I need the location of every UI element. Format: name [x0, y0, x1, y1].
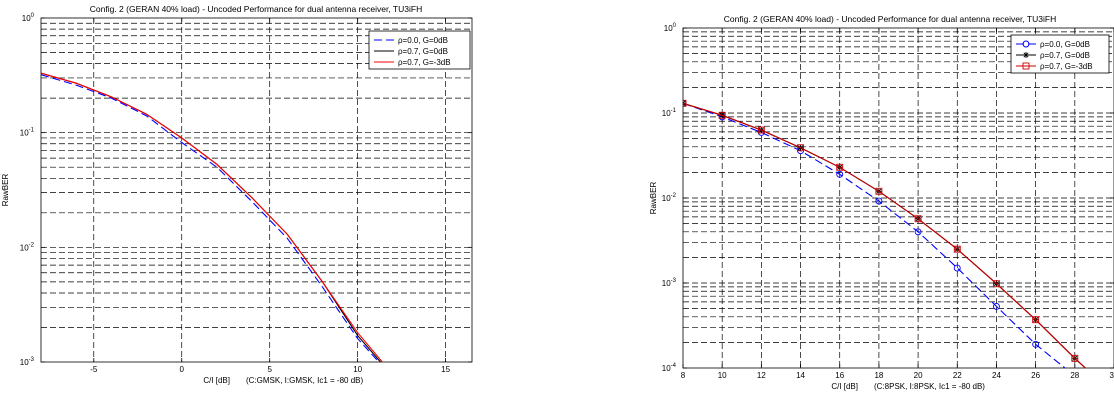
plot-area — [41, 18, 472, 362]
y-tick-label: 10-1 — [662, 108, 677, 118]
data-point — [875, 197, 883, 205]
series-line — [41, 74, 380, 362]
data-point — [718, 111, 726, 119]
legend-label: ρ=0.7, G=0dB — [398, 47, 448, 56]
series-1 — [41, 74, 380, 362]
chart-2: 8 10 12 14 16 18 20 22 24 26 28 30 10-4 10-3 10-2 10-1 1… — [649, 14, 1114, 391]
data-point — [757, 126, 765, 134]
x-tick-label: 15 — [441, 365, 450, 374]
data-point — [953, 264, 961, 272]
y-tick-label: 10-3 — [20, 357, 35, 367]
x-tick-label: 22 — [953, 371, 962, 380]
x-axis-note: (C:8PSK, I:8PSK, Ic1 = -80 dB) — [874, 382, 985, 391]
series-line — [683, 102, 1066, 368]
series-line — [683, 102, 1087, 368]
data-point — [914, 215, 922, 223]
x-tick-label: 18 — [874, 371, 883, 380]
chart-title: Config. 2 (GERAN 40% load) - Uncoded Per… — [90, 4, 422, 14]
data-point — [1071, 354, 1079, 362]
legend: ρ=0.0, G=0dB ρ=0.7, G=0dB ρ=0.7, G=-3dB — [368, 30, 471, 70]
grid — [41, 18, 472, 362]
y-tick-label: 100 — [664, 23, 677, 33]
series-3 — [41, 72, 383, 362]
series-group — [683, 99, 1087, 368]
data-point — [836, 170, 844, 178]
y-tick-label: 10-1 — [20, 128, 35, 138]
data-point — [797, 144, 804, 152]
x-tick-label: 24 — [992, 371, 1001, 380]
x-axis-label: C/I [dB] — [203, 376, 230, 385]
legend-label: ρ=0.7, G=0dB — [1040, 51, 1090, 60]
x-axis-label: C/I [dB] — [831, 382, 858, 391]
data-point — [1032, 316, 1040, 324]
legend-label: ρ=0.0, G=0dB — [1040, 40, 1090, 49]
x-tick-label: 10 — [353, 365, 362, 374]
y-tick-label: 10-3 — [662, 278, 677, 288]
data-point — [875, 187, 883, 195]
grid — [683, 28, 1114, 368]
data-point — [993, 302, 1000, 310]
y-tick-label: 100 — [22, 13, 35, 23]
x-tick-label: 12 — [757, 371, 766, 380]
x-tick-label: 26 — [1031, 371, 1040, 380]
x-tick-label: 5 — [267, 365, 272, 374]
y-tick-label: 10-2 — [20, 242, 35, 252]
legend-marker — [1023, 52, 1029, 58]
x-tick-label: 0 — [180, 365, 185, 374]
x-tick-label: 30 — [1110, 371, 1114, 380]
x-tick-label: 20 — [914, 371, 923, 380]
data-point — [953, 245, 961, 253]
series-3 — [683, 99, 1087, 368]
legend-marker — [1022, 40, 1030, 48]
series-line — [41, 72, 383, 362]
legend-label: ρ=0.0, G=0dB — [398, 36, 448, 45]
data-point — [914, 228, 922, 236]
x-tick-label: 16 — [835, 371, 844, 380]
chart-title: Config. 2 (GERAN 40% load) - Uncoded Per… — [724, 14, 1056, 24]
x-tick-label: 14 — [796, 371, 805, 380]
data-point — [836, 163, 844, 171]
legend-label: ρ=0.7, G=-3dB — [1040, 62, 1093, 71]
x-tick-label: 8 — [681, 371, 686, 380]
legend-marker — [1022, 62, 1030, 70]
axes-frame — [40, 17, 473, 363]
y-axis-label: RawBER — [1, 174, 10, 207]
legend-box — [368, 30, 471, 70]
x-tick-label: -5 — [90, 365, 98, 374]
plot-area — [683, 28, 1114, 368]
chart-1: -5 0 5 10 15 10-3 10-2 10-1 100 Config. 2 (GERAN … — [1, 4, 473, 385]
y-tick-label: 10-2 — [662, 193, 677, 203]
data-point — [993, 280, 1000, 288]
legend: ρ=0.0, G=0dB ρ=0.7, G=0dB ρ=0.7, G=-3dB — [1010, 34, 1110, 74]
x-tick-label: 10 — [718, 371, 727, 380]
x-axis-note: (C:GMSK, I:GMSK, Ic1 = -80 dB) — [246, 376, 363, 385]
legend-label: ρ=0.7, G=-3dB — [398, 58, 451, 67]
x-tick-label: 28 — [1070, 371, 1079, 380]
series-group — [41, 72, 383, 362]
data-point — [1032, 340, 1040, 348]
y-tick-label: 10-4 — [662, 363, 677, 373]
y-axis-label: RawBER — [649, 182, 658, 215]
data-point — [683, 99, 687, 107]
